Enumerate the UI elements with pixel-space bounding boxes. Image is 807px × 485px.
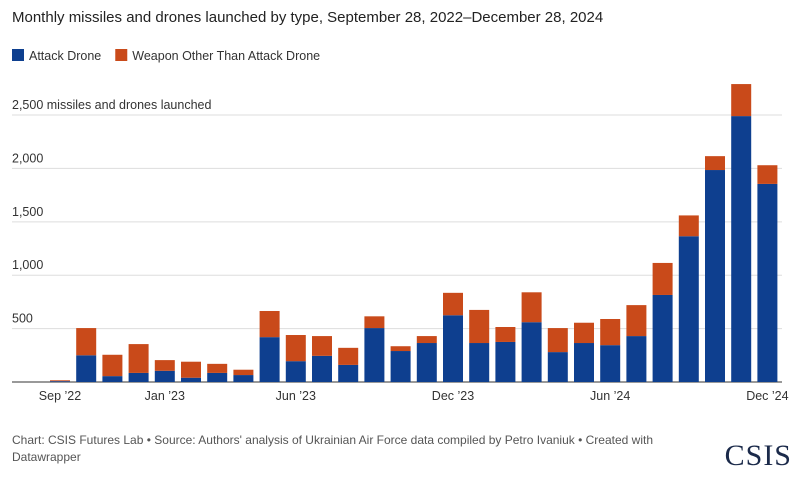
x-tick-label: Jun ’23 [276,389,316,403]
bar-segment [102,376,123,382]
bar-segment [600,345,621,382]
bar-segment [364,328,385,382]
bar-segment [312,336,332,356]
source-box: Chart: CSIS Futures Lab • Source: Author… [12,433,653,464]
bar-segment [652,294,673,382]
x-tick-label: Dec ’23 [432,389,474,403]
y-tick-label: 500 [12,312,33,326]
bar-segment [469,343,490,382]
y-tick-label: 1,000 [12,258,43,272]
bar-segment [285,335,306,362]
bar-segment [547,328,568,353]
bar-segment [233,369,254,376]
legend-swatch [115,49,128,61]
bar-segment [312,355,332,382]
bar-segment [416,336,437,344]
logo: CSIS [725,439,792,472]
bar-segment [390,351,411,382]
bar-segment [574,322,594,344]
bar-segment [207,363,228,373]
bar-segment [757,183,778,382]
legend-swatch [12,49,24,61]
bar-segment [259,337,280,382]
bar-segment [678,236,699,382]
bar-segment [102,354,123,377]
bar-segment [76,328,97,356]
bar-segment [154,370,175,382]
bar-segment [285,361,306,382]
bar-segment [181,361,201,378]
bar-segment [521,322,542,382]
bar-segment [626,305,647,337]
bar-segment [626,336,647,382]
bar-segment [495,341,516,382]
x-tick-label: Jun ’24 [590,389,630,403]
bar-segment [574,343,594,382]
bar-segment [757,165,778,184]
bar-segment [128,344,149,373]
bar-segment [181,377,201,382]
y-tick-label: 2,500 missiles and drones launched [12,98,211,112]
bar-segment [600,318,621,346]
bar-segment [154,360,175,371]
bar-segment [443,315,463,382]
x-tick-label: Jan ’23 [145,389,185,403]
bar-segment [416,343,437,382]
bar-segment [705,170,725,382]
chart-title: Monthly missiles and drones launched by … [12,9,603,26]
bar-segment [547,352,568,382]
bar-segment [390,346,411,352]
bar-segment [652,262,673,295]
y-tick-label: 1,500 [12,205,43,219]
bar-segment [338,364,359,382]
bar-segment [521,292,542,323]
bar-segment [495,327,516,342]
bar-segment [705,156,725,171]
bar-segment [443,292,463,316]
bar-segment [731,84,752,117]
bar-segment [76,355,97,382]
bar-segment [50,381,70,382]
bar-segment [338,347,359,365]
y-tick-label: 2,000 [12,151,43,165]
bar-segment [128,372,149,382]
bar-segment [50,380,70,382]
x-tick-label: Dec ’24 [746,389,788,403]
source-note: Chart: CSIS Futures Lab • Source: Author… [12,433,653,464]
bar-segment [207,372,228,382]
legend-label: Attack Drone [29,49,101,63]
x-tick-label: Sep ’22 [39,389,81,403]
bar-segment [731,116,752,382]
bar-segment [469,309,490,344]
bar-segment [259,310,280,338]
bar-segment [364,316,385,329]
bar-segment [233,375,254,382]
bar-segment [678,215,699,237]
legend-label: Weapon Other Than Attack Drone [132,49,320,63]
